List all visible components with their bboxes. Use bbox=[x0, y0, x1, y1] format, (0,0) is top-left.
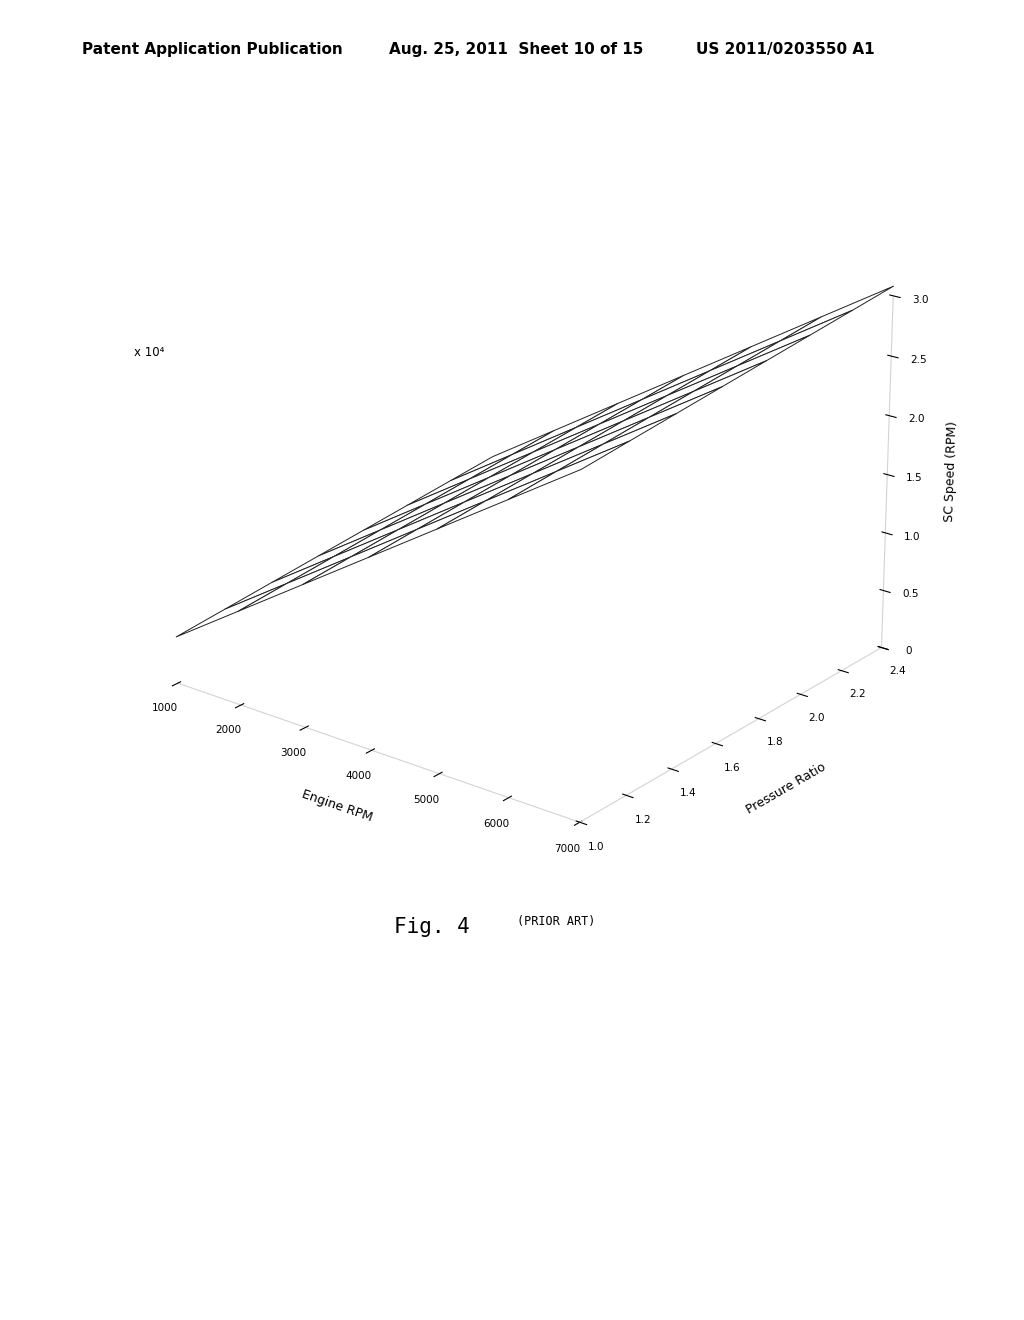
Text: (PRIOR ART): (PRIOR ART) bbox=[517, 915, 596, 928]
Text: Patent Application Publication: Patent Application Publication bbox=[82, 42, 343, 57]
Text: US 2011/0203550 A1: US 2011/0203550 A1 bbox=[696, 42, 874, 57]
Y-axis label: Pressure Ratio: Pressure Ratio bbox=[744, 760, 828, 817]
Text: Fig. 4: Fig. 4 bbox=[394, 917, 470, 937]
Text: Aug. 25, 2011  Sheet 10 of 15: Aug. 25, 2011 Sheet 10 of 15 bbox=[389, 42, 643, 57]
Text: x 10⁴: x 10⁴ bbox=[134, 346, 165, 359]
X-axis label: Engine RPM: Engine RPM bbox=[300, 788, 374, 825]
